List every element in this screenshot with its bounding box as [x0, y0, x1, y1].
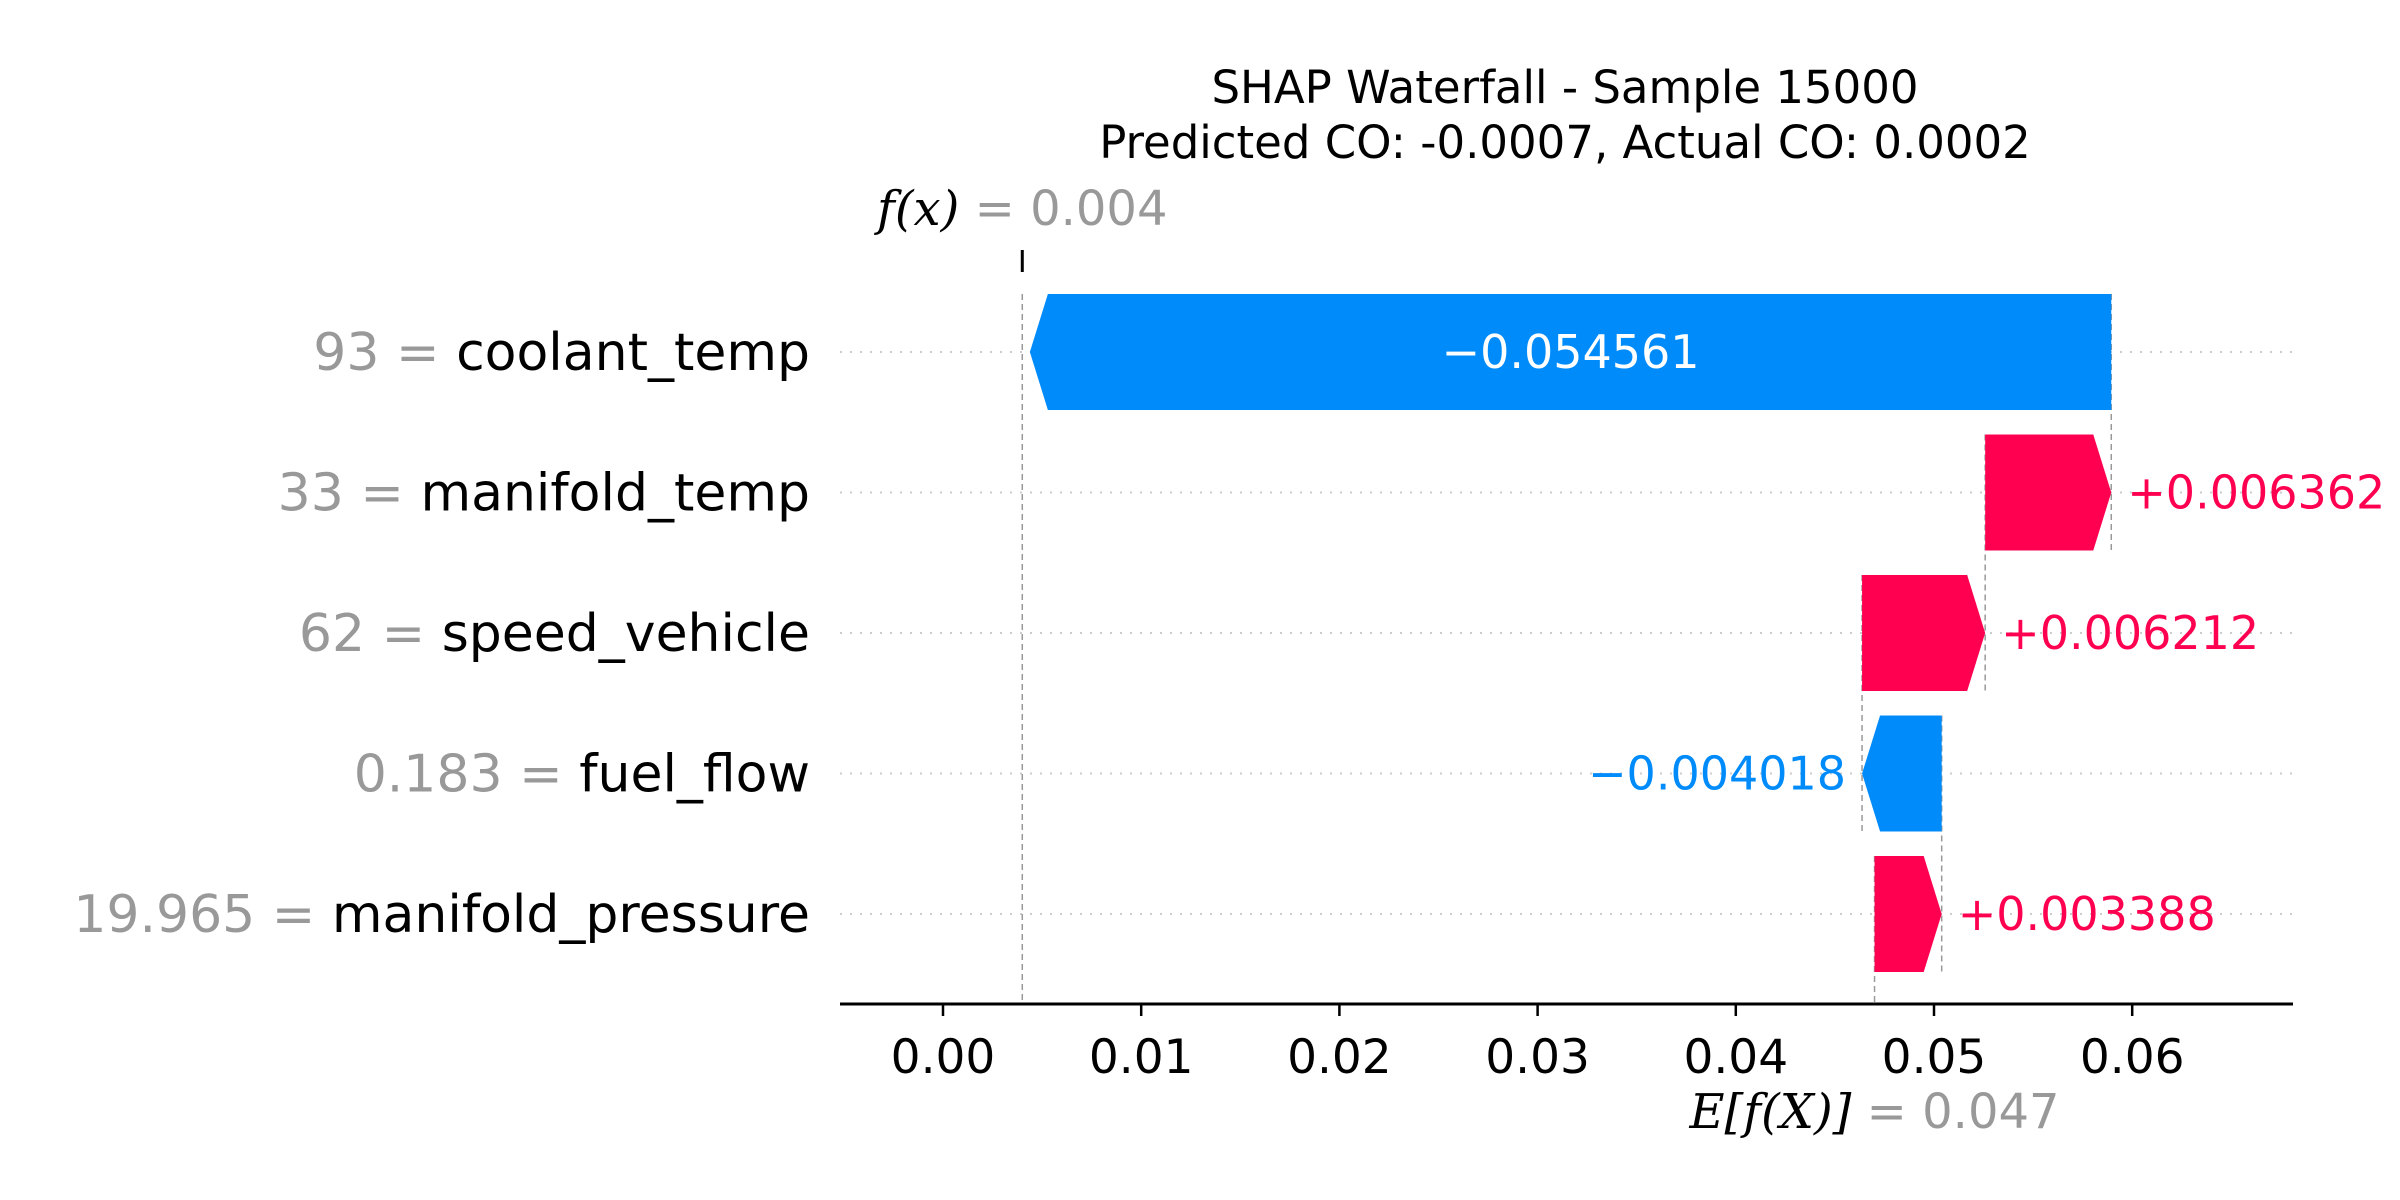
- bar-manifold_temp: [1985, 434, 2112, 551]
- feature-value: 0.183 =: [354, 745, 580, 805]
- fx-symbol: f(x): [874, 181, 959, 237]
- feature-name: coolant_temp: [456, 323, 810, 383]
- bar-value-label: +0.003388: [1958, 887, 2216, 941]
- feature-name: fuel_flow: [579, 745, 810, 805]
- fx-value: = 0.004: [959, 181, 1167, 237]
- chart-subtitle: Predicted CO: -0.0007, Actual CO: 0.0002: [1099, 116, 2031, 169]
- feature-value: 19.965 =: [73, 885, 332, 945]
- bar-speed_vehicle: [1862, 575, 1986, 691]
- feature-name: speed_vehicle: [442, 604, 810, 664]
- bar-value-label: −0.004018: [1588, 747, 1846, 801]
- x-tick-label: 0.00: [891, 1030, 996, 1085]
- bar-value-label: +0.006212: [2001, 606, 2259, 660]
- bar-value-label: +0.006362: [2127, 466, 2385, 520]
- base-value-label: E[f(X)] = 0.047: [1689, 1084, 2060, 1140]
- output-value-label: f(x) = 0.004: [874, 181, 1167, 237]
- feature-name: manifold_temp: [420, 464, 810, 524]
- x-tick-label: 0.03: [1485, 1030, 1590, 1085]
- x-tick-label: 0.01: [1089, 1030, 1194, 1085]
- feature-label: 62 = speed_vehicle: [299, 604, 810, 664]
- feature-value: 33 =: [278, 464, 421, 524]
- bar-value-label: −0.054561: [1442, 325, 1700, 379]
- feature-label: 93 = coolant_temp: [313, 323, 810, 383]
- feature-label: 33 = manifold_temp: [278, 464, 810, 524]
- chart-title: SHAP Waterfall - Sample 15000: [1211, 61, 1918, 114]
- x-tick-label: 0.02: [1287, 1030, 1392, 1085]
- bar-fuel_flow: [1862, 715, 1942, 832]
- bar-manifold_pressure: [1874, 856, 1942, 972]
- bar-coolant_temp: [1029, 294, 2112, 410]
- efx-symbol: E[f(X)]: [1689, 1084, 1852, 1140]
- feature-name: manifold_pressure: [332, 885, 810, 945]
- x-tick-label: 0.05: [1882, 1030, 1987, 1085]
- feature-value: 93 =: [313, 323, 456, 383]
- x-tick-label: 0.04: [1683, 1030, 1788, 1085]
- efx-value: = 0.047: [1851, 1084, 2059, 1140]
- feature-label: 19.965 = manifold_pressure: [73, 885, 810, 945]
- x-tick-label: 0.06: [2080, 1030, 2185, 1085]
- feature-value: 62 =: [299, 604, 442, 664]
- plot-area: −0.054561 93 = coolant_temp +0.006362 33 = …: [73, 181, 2385, 1140]
- feature-label: 0.183 = fuel_flow: [354, 745, 810, 805]
